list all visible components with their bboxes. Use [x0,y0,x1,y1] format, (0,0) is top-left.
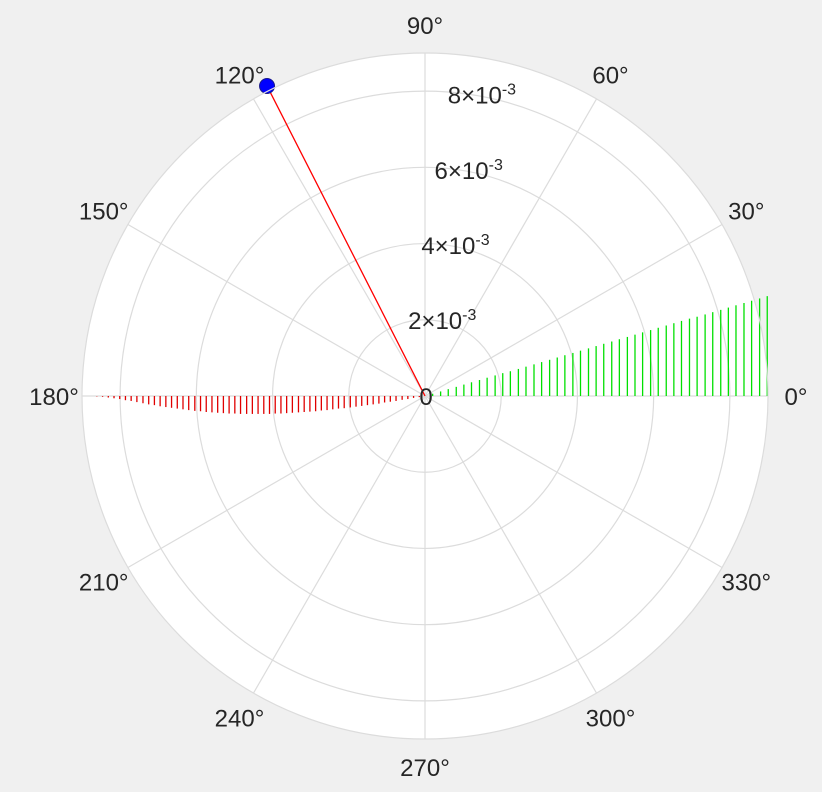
grid-spoke-30 [424,223,723,397]
angle-tick-label-330: 330° [721,570,771,597]
grid-spoke-300 [424,395,598,694]
grid-spoke-150 [127,223,426,397]
radial-tick-labels: 0 2×10-3 4×10-3 6×10-3 8×10-3 [408,82,516,411]
green-stem-series [431,296,768,396]
grid-spoke-60 [424,98,598,397]
angle-tick-label-240: 240° [215,705,265,732]
red-stem-series [96,396,420,414]
angle-tick-label-270: 270° [400,755,450,782]
angle-tick-label-0: 0° [785,384,808,411]
grid-spoke-240 [252,395,426,694]
angle-tick-label-90: 90° [407,13,443,40]
radial-tick-label: 6×10-3 [435,157,503,185]
vector-layer [266,85,426,397]
angle-tick-label-30: 30° [728,199,764,226]
angle-tick-label-120: 120° [215,63,265,90]
vector-line [266,85,426,397]
angle-tick-label-60: 60° [592,63,628,90]
angle-tick-label-210: 210° [79,570,129,597]
grid-spoke-120 [252,98,426,397]
radial-tick-label: 8×10-3 [448,82,516,110]
radial-tick-label: 4×10-3 [421,232,489,260]
angle-tick-label-300: 300° [586,705,636,732]
radial-tick-label: 0 [419,384,432,411]
grid-spokes [82,53,768,739]
angle-tick-label-150: 150° [79,199,129,226]
grid-spoke-330 [424,395,723,569]
radial-tick-label: 2×10-3 [408,307,476,335]
angle-tick-label-180: 180° [29,384,79,411]
plot-border [81,52,769,740]
grid-spoke-210 [127,395,426,569]
angle-tick-labels: 0° 30° 60° 90° 120° 150° 180° 210° 240° 270° 300° 3… [29,13,807,782]
